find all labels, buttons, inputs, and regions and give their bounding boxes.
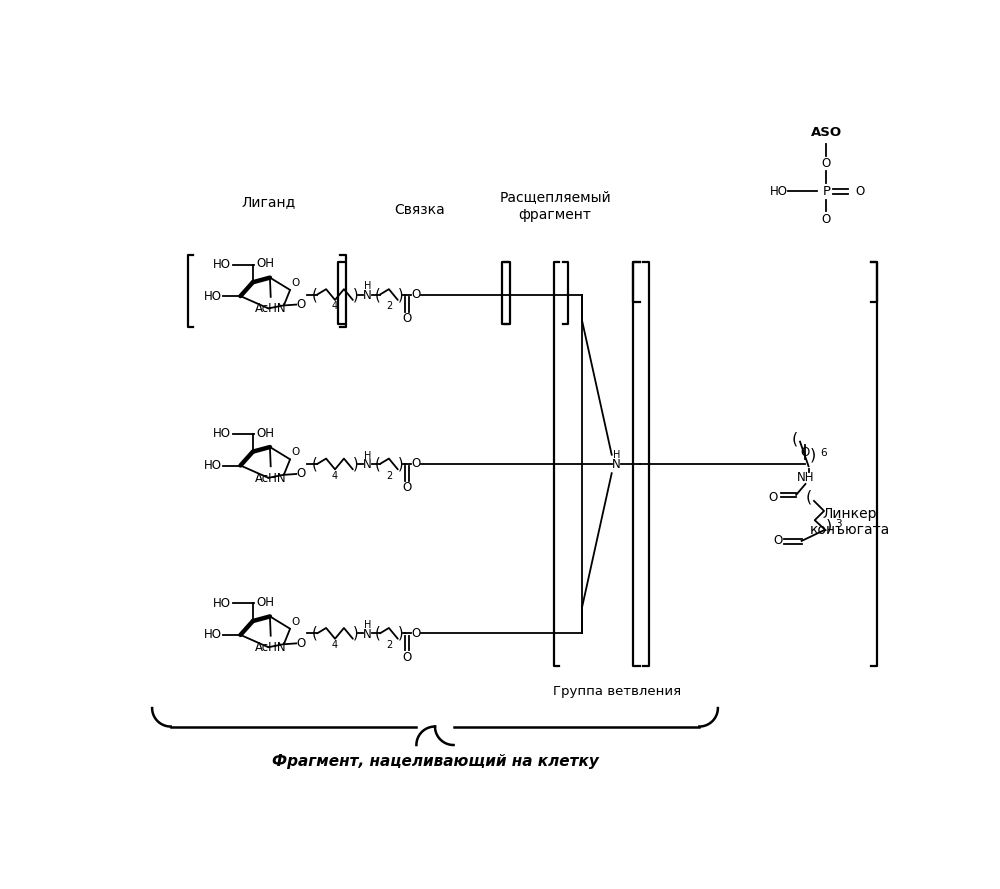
- Text: ): ): [398, 287, 403, 302]
- Text: O: O: [402, 481, 412, 494]
- Text: ): ): [826, 519, 832, 533]
- Text: O: O: [402, 651, 412, 664]
- Text: 2: 2: [386, 640, 392, 650]
- Text: O: O: [856, 185, 865, 198]
- Text: N: N: [363, 628, 372, 641]
- Text: (: (: [374, 456, 380, 471]
- Text: OH: OH: [256, 427, 274, 440]
- Text: (: (: [374, 626, 380, 641]
- Text: O: O: [768, 491, 778, 503]
- Text: AcHN: AcHN: [255, 472, 287, 485]
- Text: 4: 4: [332, 471, 338, 481]
- Text: Фрагмент, нацеливающий на клетку: Фрагмент, нацеливающий на клетку: [272, 755, 598, 770]
- Text: P: P: [822, 185, 830, 198]
- Text: (: (: [312, 287, 317, 302]
- Text: (: (: [805, 490, 812, 505]
- Text: OH: OH: [256, 257, 274, 270]
- Text: NH: NH: [797, 471, 814, 485]
- Text: 6: 6: [820, 448, 827, 458]
- Text: (: (: [791, 432, 798, 447]
- Text: 4: 4: [332, 640, 338, 650]
- Text: 3: 3: [835, 519, 842, 529]
- Text: ): ): [810, 447, 816, 462]
- Text: O: O: [296, 298, 306, 311]
- Text: AcHN: AcHN: [255, 302, 287, 316]
- Text: HO: HO: [213, 597, 231, 610]
- Text: ): ): [353, 626, 358, 641]
- Text: O: O: [402, 312, 412, 325]
- Text: O: O: [296, 468, 306, 480]
- Text: Группа ветвления: Группа ветвления: [553, 685, 681, 698]
- Text: N: N: [363, 458, 372, 471]
- Text: H: H: [613, 450, 620, 460]
- Text: Линкер
конъюгата: Линкер конъюгата: [810, 507, 890, 537]
- Text: HO: HO: [204, 290, 222, 302]
- Text: H: H: [364, 282, 371, 292]
- Text: ): ): [398, 626, 403, 641]
- Text: O: O: [774, 534, 783, 548]
- Text: Лиганд: Лиганд: [241, 196, 296, 209]
- Text: O: O: [822, 157, 831, 170]
- Text: H: H: [364, 621, 371, 630]
- Text: ): ): [398, 456, 403, 471]
- Text: (: (: [374, 287, 380, 302]
- Text: AcHN: AcHN: [255, 641, 287, 654]
- Text: (: (: [312, 626, 317, 641]
- Text: OH: OH: [256, 596, 274, 609]
- Text: O: O: [291, 617, 300, 627]
- Text: O: O: [801, 446, 810, 459]
- Text: ASO: ASO: [811, 126, 842, 140]
- Text: N: N: [612, 458, 621, 471]
- Text: Расщепляемый
фрагмент: Расщепляемый фрагмент: [499, 190, 611, 221]
- Text: O: O: [296, 637, 306, 650]
- Text: 2: 2: [386, 471, 392, 481]
- Text: HO: HO: [213, 428, 231, 440]
- Text: Связка: Связка: [394, 203, 445, 217]
- Text: O: O: [822, 212, 831, 226]
- Text: HO: HO: [770, 185, 788, 198]
- Text: H: H: [364, 451, 371, 461]
- Text: HO: HO: [204, 629, 222, 641]
- Text: N: N: [363, 289, 372, 302]
- Text: HO: HO: [213, 258, 231, 271]
- Text: 2: 2: [386, 301, 392, 311]
- Text: ): ): [353, 287, 358, 302]
- Text: O: O: [411, 288, 420, 301]
- Text: O: O: [291, 278, 300, 288]
- Text: HO: HO: [204, 459, 222, 472]
- Text: 4: 4: [332, 301, 338, 311]
- Text: O: O: [411, 458, 420, 470]
- Text: (: (: [312, 456, 317, 471]
- Text: ): ): [353, 456, 358, 471]
- Text: O: O: [411, 627, 420, 640]
- Text: O: O: [291, 447, 300, 458]
